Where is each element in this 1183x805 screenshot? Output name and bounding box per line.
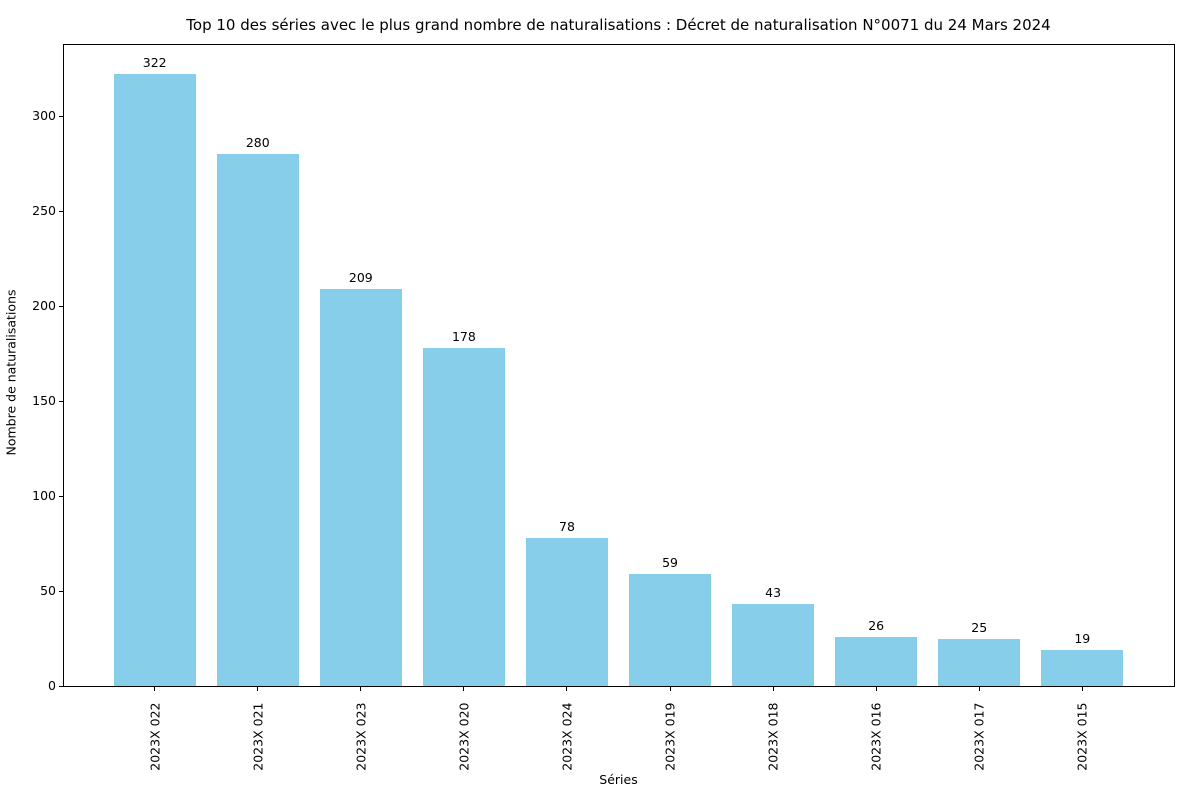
x-tick-mark <box>257 687 259 691</box>
x-tick-mark <box>1081 687 1083 691</box>
bar <box>1041 649 1124 686</box>
y-tick-label: 50 <box>40 583 56 599</box>
bar-value-label: 178 <box>451 328 476 344</box>
bar <box>113 74 196 686</box>
y-tick-label: 250 <box>32 203 56 219</box>
y-tick-mark <box>59 590 63 592</box>
x-tick-mark <box>669 687 671 691</box>
x-tick-label: 2023X 022 <box>147 702 163 771</box>
bar <box>628 573 712 686</box>
x-tick-label: 2023X 023 <box>353 702 369 771</box>
y-tick-label: 200 <box>32 298 56 314</box>
y-axis-label: Nombre de naturalisations <box>3 289 19 456</box>
y-tick-label: 150 <box>32 393 56 409</box>
y-tick-label: 100 <box>32 488 56 504</box>
y-tick-mark <box>59 685 63 687</box>
y-tick-label: 300 <box>32 108 56 124</box>
y-tick-mark <box>59 115 63 117</box>
x-tick-mark <box>875 687 877 691</box>
y-tick-label: 0 <box>48 678 56 693</box>
y-tick-mark <box>59 210 63 212</box>
bar <box>525 537 609 686</box>
x-tick-mark <box>566 687 568 691</box>
x-axis-label: Séries <box>599 772 638 787</box>
bar-value-label: 322 <box>142 55 167 71</box>
bar-value-label: 26 <box>868 617 885 633</box>
bar-value-label: 19 <box>1074 630 1091 646</box>
x-tick-mark <box>978 687 980 691</box>
x-tick-label: 2023X 021 <box>250 702 266 771</box>
bar <box>319 289 403 686</box>
x-tick-label: 2023X 024 <box>559 702 575 771</box>
bar-value-label: 280 <box>245 135 270 151</box>
y-tick-mark <box>59 400 63 402</box>
y-tick-mark <box>59 305 63 307</box>
bar <box>834 636 918 686</box>
bar-value-label: 78 <box>559 518 575 534</box>
bar <box>731 604 815 686</box>
x-tick-label: 2023X 015 <box>1074 702 1090 771</box>
x-tick-label: 2023X 020 <box>456 702 472 771</box>
bar-value-label: 25 <box>971 619 988 635</box>
chart-title: Top 10 des séries avec le plus grand nom… <box>186 16 1051 34</box>
x-tick-mark <box>154 687 156 691</box>
bar <box>422 347 506 686</box>
x-tick-label: 2023X 017 <box>971 702 987 771</box>
x-tick-mark <box>360 687 362 691</box>
x-tick-label: 2023X 016 <box>868 702 884 771</box>
bar-value-label: 43 <box>765 585 782 601</box>
bar <box>937 638 1021 686</box>
bar-value-label: 209 <box>348 270 373 286</box>
x-tick-mark <box>463 687 465 691</box>
bar <box>216 154 299 686</box>
x-tick-mark <box>772 687 774 691</box>
x-tick-label: 2023X 019 <box>662 702 678 771</box>
y-tick-mark <box>59 495 63 497</box>
bar-value-label: 59 <box>662 554 678 570</box>
x-tick-label: 2023X 018 <box>765 702 781 771</box>
